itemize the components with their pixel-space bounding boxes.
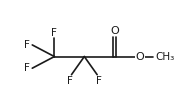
Text: O: O (110, 26, 119, 36)
Text: F: F (67, 75, 73, 86)
Text: F: F (52, 28, 57, 38)
Text: F: F (24, 40, 29, 50)
Text: CH₃: CH₃ (156, 52, 175, 62)
Text: F: F (24, 63, 29, 73)
Text: O: O (136, 52, 144, 62)
Text: F: F (96, 75, 102, 86)
